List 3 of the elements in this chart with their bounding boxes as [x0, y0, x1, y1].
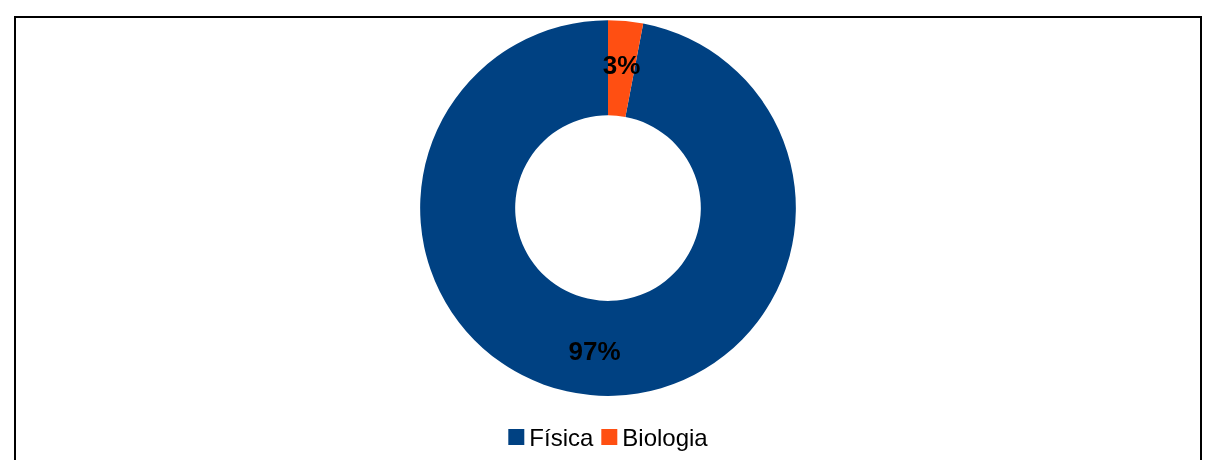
- data-label: 97%: [568, 335, 621, 366]
- legend-label: Física: [529, 423, 594, 451]
- legend-label: Biologia: [622, 423, 709, 451]
